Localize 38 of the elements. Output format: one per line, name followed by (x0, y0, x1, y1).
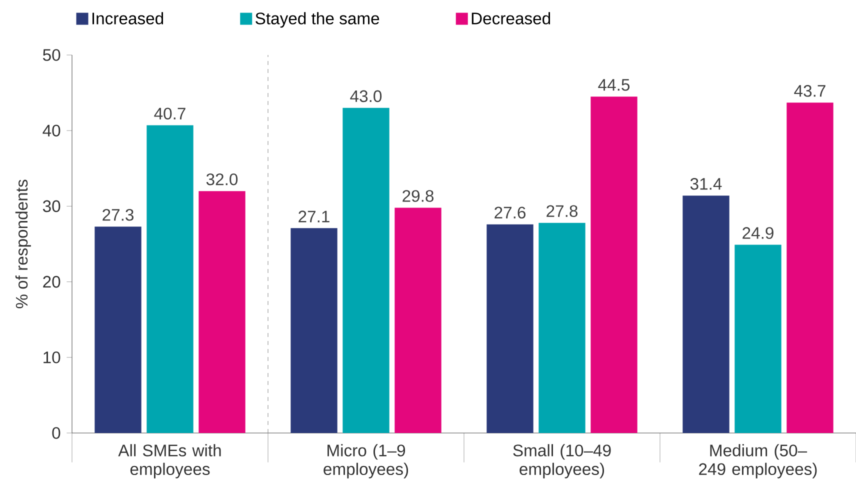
bar (486, 224, 534, 433)
bar (590, 96, 638, 433)
data-label: 27.8 (546, 205, 578, 218)
y-tick-label: 40 (42, 124, 60, 136)
legend-label: Stayed the same (256, 12, 380, 28)
legend-label: Increased (92, 12, 164, 24)
bar (786, 102, 834, 433)
data-label: 43.7 (794, 85, 826, 97)
x-tick-label: Micro (1–9 employees) (324, 444, 408, 478)
data-label: 44.5 (598, 79, 630, 91)
bar (682, 196, 730, 433)
bar (538, 222, 586, 433)
y-tick-label: 0 (52, 427, 60, 439)
bar (342, 108, 390, 433)
y-tick-label: 30 (42, 200, 60, 212)
y-tick-label: 50 (42, 49, 60, 61)
bar (146, 125, 194, 433)
data-label: 24.9 (742, 227, 774, 239)
data-label: 27.1 (298, 210, 330, 222)
bar (734, 244, 782, 433)
data-label: 32.0 (206, 173, 238, 186)
bar (94, 226, 142, 433)
y-tick-label: 20 (43, 276, 60, 288)
bar (394, 208, 442, 433)
data-label: 43.0 (350, 90, 382, 102)
bar (198, 191, 246, 433)
legend-label: Decreased (472, 12, 550, 24)
bar (290, 228, 338, 433)
x-tick-label: All SMEs with employees (118, 444, 221, 478)
x-tick-label: Medium (50–249 employees) (699, 444, 817, 478)
y-tick-label: 10 (44, 352, 60, 364)
data-label: 29.8 (402, 190, 434, 202)
y-axis-title: % of respondents (15, 180, 31, 308)
data-label: 40.7 (154, 108, 186, 120)
data-label: 27.3 (102, 208, 134, 221)
data-label: 31.4 (690, 178, 722, 190)
x-tick-label: Small (10–49 employees) (513, 444, 611, 478)
data-label: 27.6 (494, 206, 526, 219)
